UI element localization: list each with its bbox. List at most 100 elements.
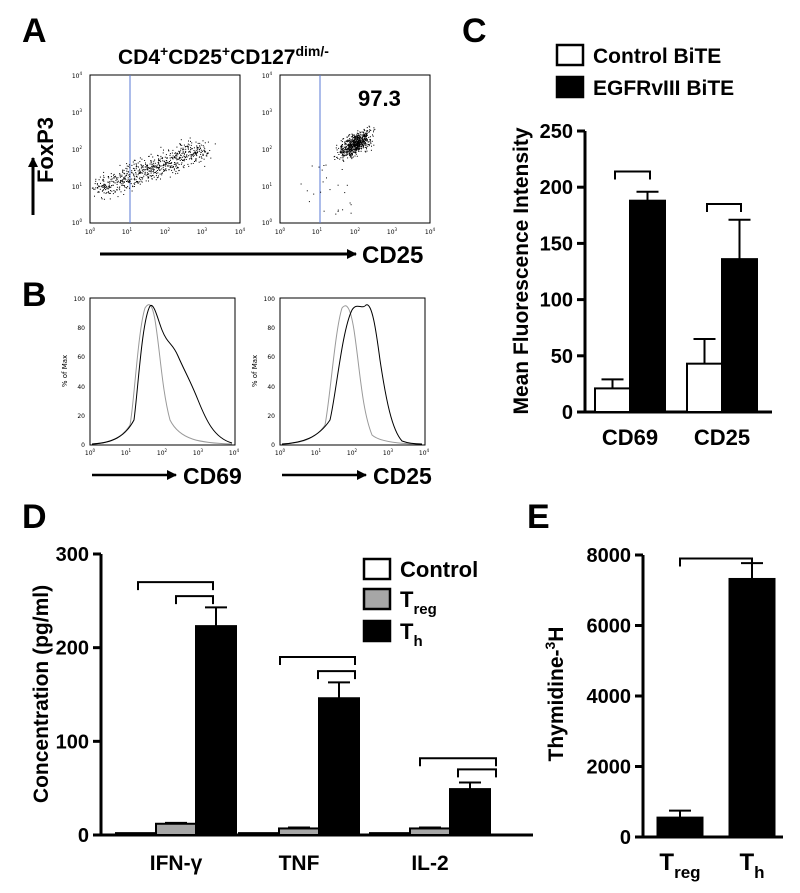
scatter-dot bbox=[343, 155, 345, 157]
scatter-dot bbox=[187, 146, 189, 148]
scatter-dot bbox=[139, 172, 141, 174]
scatter-dot bbox=[349, 134, 351, 136]
scatter-dot bbox=[163, 170, 165, 172]
scatter-dot bbox=[191, 148, 193, 150]
scatter-dot bbox=[131, 164, 133, 166]
scatter-dot bbox=[342, 156, 344, 158]
scatter-dot bbox=[180, 143, 181, 145]
scatter-dot bbox=[133, 159, 135, 161]
scatter-dot bbox=[141, 177, 143, 178]
scatter-dot bbox=[96, 183, 98, 185]
scatter-dot bbox=[366, 133, 368, 135]
legend-swatch bbox=[555, 43, 585, 67]
scatter-dot bbox=[152, 166, 154, 168]
scatter-dot bbox=[137, 182, 139, 184]
scatter-dot bbox=[336, 149, 338, 151]
scatter-dot bbox=[179, 157, 181, 159]
svg-text:103: 103 bbox=[383, 448, 394, 457]
scatter-dot bbox=[365, 132, 367, 134]
scatter-dot bbox=[104, 184, 106, 186]
scatter-dot bbox=[341, 169, 343, 170]
scatter-dot bbox=[346, 136, 348, 138]
scatter-dot bbox=[170, 166, 172, 168]
scatter-dot bbox=[172, 166, 174, 168]
scatter-dot bbox=[356, 136, 358, 138]
scatter-dot bbox=[365, 133, 367, 135]
scatter-dot bbox=[168, 162, 170, 164]
scatter-dot bbox=[176, 146, 178, 148]
scatter-dot bbox=[159, 160, 160, 162]
scatter-dot bbox=[190, 140, 191, 142]
scatter-dot bbox=[360, 137, 362, 139]
scatter-dot bbox=[169, 162, 171, 164]
scatter-dot bbox=[186, 145, 188, 147]
scatter-dot bbox=[127, 181, 129, 183]
scatter-dot bbox=[361, 141, 363, 143]
scatter-dot bbox=[351, 154, 353, 156]
scatter-dot bbox=[135, 166, 137, 168]
scatter-dot bbox=[190, 156, 192, 158]
scatter-dot bbox=[178, 164, 180, 165]
scatter-dot bbox=[175, 173, 177, 175]
scatter-dot bbox=[195, 141, 197, 143]
legend-swatch bbox=[362, 587, 392, 611]
scatter-dot bbox=[125, 187, 127, 188]
scatter-dot bbox=[347, 149, 349, 151]
scatter-dot bbox=[147, 173, 149, 175]
scatter-dot bbox=[356, 147, 358, 149]
scatter-dot bbox=[205, 151, 207, 153]
scatter-dot bbox=[353, 148, 355, 150]
scatter-dot bbox=[362, 140, 364, 142]
scatter-dot bbox=[136, 181, 137, 183]
scatter-dot bbox=[311, 165, 313, 167]
scatter-dot bbox=[357, 141, 359, 143]
scatter-dot bbox=[102, 185, 104, 187]
scatter-dot bbox=[124, 189, 126, 191]
scatter-dot bbox=[102, 179, 104, 181]
scatter-dot bbox=[366, 134, 368, 136]
scatter-dot bbox=[126, 181, 127, 182]
scatter-dot bbox=[346, 152, 348, 154]
scatter-dot bbox=[168, 165, 170, 167]
scatter-dot bbox=[353, 143, 355, 145]
scatter-dot bbox=[368, 136, 370, 138]
scatter-dot bbox=[190, 154, 192, 156]
scatter-dot bbox=[166, 162, 168, 164]
scatter-dot bbox=[99, 188, 101, 190]
significance-bracket bbox=[317, 670, 356, 680]
y-tick-label: 200 bbox=[540, 177, 573, 199]
scatter-dot bbox=[119, 164, 121, 166]
scatter-dot bbox=[184, 158, 185, 160]
scatter-dot bbox=[101, 198, 103, 200]
scatter-dot bbox=[112, 180, 114, 182]
scatter-dot bbox=[205, 155, 207, 157]
scatter-dot bbox=[110, 190, 111, 192]
scatter-dot bbox=[113, 174, 114, 176]
scatter-dot bbox=[182, 166, 184, 168]
scatter-dot bbox=[370, 139, 371, 141]
scatter-dot bbox=[357, 146, 359, 148]
scatter-dot bbox=[362, 143, 364, 145]
scatter-dot bbox=[365, 143, 367, 145]
scatter-dot bbox=[352, 140, 353, 142]
scatter-dot bbox=[151, 164, 153, 166]
scatter-dot bbox=[358, 134, 360, 136]
scatter-dot bbox=[100, 182, 101, 184]
scatter-dot bbox=[202, 140, 204, 142]
bar-gray bbox=[409, 827, 451, 837]
scatter-dot bbox=[156, 166, 158, 168]
scatter-dot bbox=[176, 162, 178, 164]
scatter-dot bbox=[158, 164, 160, 166]
scatter-dot bbox=[342, 152, 344, 153]
scatter-dot bbox=[113, 181, 115, 183]
scatter-dot bbox=[354, 140, 356, 142]
scatter-dot bbox=[180, 155, 182, 157]
scatter-dot bbox=[350, 141, 352, 143]
scatter-dot bbox=[104, 187, 105, 189]
scatter-dot bbox=[190, 157, 192, 159]
scatter-dot bbox=[352, 150, 354, 152]
scatter-dot bbox=[109, 182, 111, 184]
scatter-dot bbox=[176, 167, 178, 169]
scatter-dot bbox=[351, 133, 353, 135]
scatter-dot bbox=[373, 127, 375, 129]
